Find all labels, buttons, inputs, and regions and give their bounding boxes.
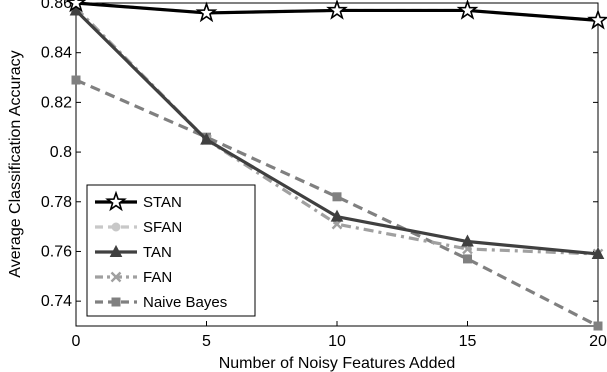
x-axis-title: Number of Noisy Features Added [219,355,456,372]
data-point-naive-bayes [593,321,603,331]
x-tick-label: 0 [72,333,81,350]
legend-item-tan: TAN [95,244,172,261]
y-axis: 0.74 0.76 0.78 0.8 0.82 0.84 0.86 [41,0,598,310]
y-tick-label: 0.78 [41,194,72,211]
y-tick-label: 0.86 [41,0,72,12]
series-tan [69,3,605,259]
y-tick-label: 0.76 [41,243,72,260]
x-tick-label: 5 [202,333,211,350]
data-point-tan [461,234,474,247]
legend-label: TAN [143,244,172,261]
y-tick-label: 0.82 [41,94,72,111]
series-stan [65,0,607,30]
legend-marker-sfan [111,222,121,232]
data-point-tan [200,132,213,145]
data-point-naive-bayes [332,192,342,202]
y-axis-title: Average Classification Accuracy [7,50,24,277]
series-layer [65,0,607,331]
legend-item-stan: STAN [95,190,182,212]
data-point-naive-bayes [463,254,472,264]
legend-item-sfan: SFAN [95,219,182,236]
data-point-stan [587,8,607,30]
legend-label: STAN [143,194,182,211]
data-point-tan [69,3,83,16]
x-tick-label: 10 [328,333,346,350]
y-tick-label: 0.8 [50,144,72,161]
legend-label: FAN [143,269,172,286]
legend-label: Naive Bayes [143,294,227,311]
data-point-tan [591,246,605,259]
y-tick-label: 0.84 [41,45,72,62]
data-point-stan [195,1,218,23]
x-axis: 0 5 10 15 20 [72,3,607,350]
data-point-stan [456,0,479,20]
legend: STAN SFAN TAN FAN Naive Bayes [86,184,256,317]
y-tick-label: 0.74 [41,293,72,310]
data-point-stan [65,0,87,13]
x-tick-label: 20 [589,333,607,350]
legend-label: SFAN [143,219,182,236]
legend-marker-tan [109,244,123,257]
legend-marker-fan [110,271,122,283]
data-point-tan [330,209,344,222]
legend-item-naive-bayes: Naive Bayes [95,294,227,311]
data-point-naive-bayes [71,75,81,85]
legend-marker-naive-bayes [111,297,121,307]
legend-marker-stan [105,190,127,212]
legend-item-fan: FAN [95,269,172,286]
data-point-stan [326,0,348,20]
x-tick-label: 15 [459,333,477,350]
